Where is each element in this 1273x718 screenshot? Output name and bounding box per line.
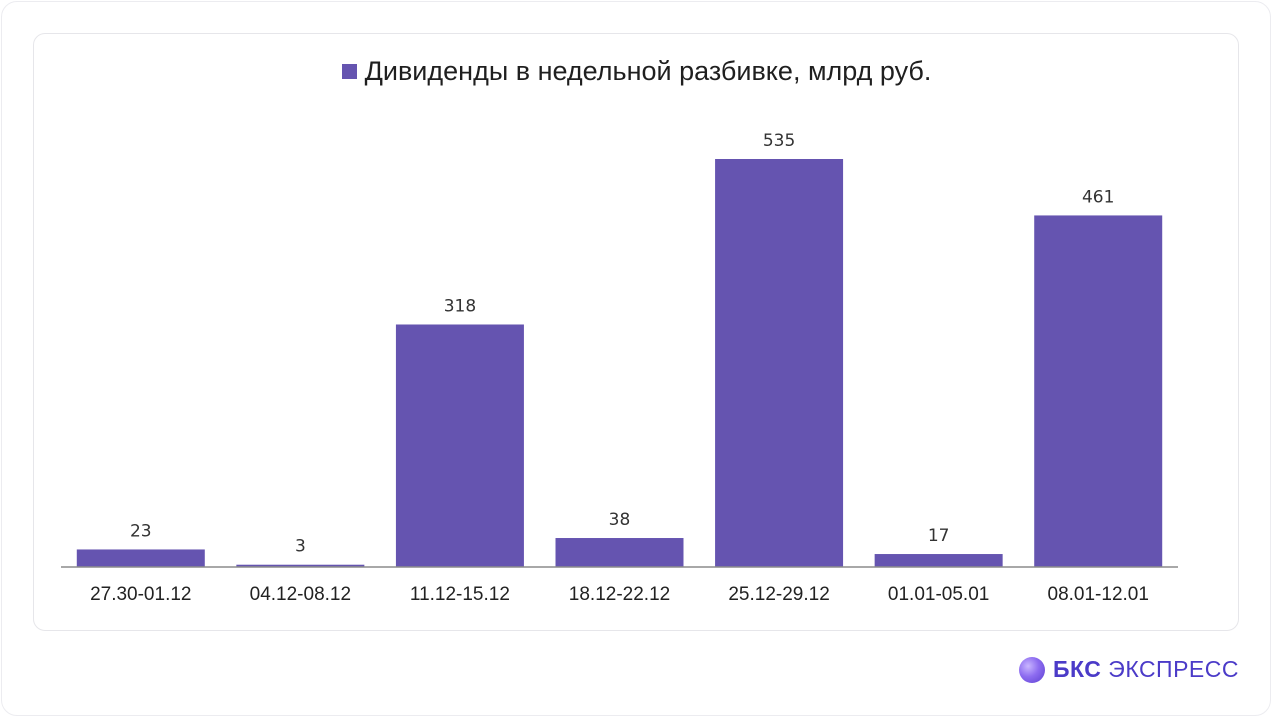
x-tick-label: 27.30-01.12 — [90, 584, 191, 605]
x-tick-label: 25.12-29.12 — [728, 584, 829, 605]
x-tick-label: 01.01-05.01 — [888, 584, 989, 605]
bar-01.01-05.01 — [874, 554, 1003, 567]
data-label: 318 — [444, 296, 476, 316]
bar-18.12-22.12 — [555, 538, 684, 567]
bar-08.01-12.01 — [1034, 215, 1163, 567]
logo-text-light: ЭКСПРЕСС — [1108, 656, 1239, 682]
bar-11.12-15.12 — [395, 324, 524, 567]
bks-express-logo: БКС ЭКСПРЕСС — [1019, 656, 1239, 683]
x-tick-label: 11.12-15.12 — [410, 584, 510, 605]
data-labels-group: 23 3 318 38 535 17 461 — [130, 131, 1114, 557]
data-label: 23 — [130, 521, 152, 541]
x-tick-labels-group: 27.30-01.12 04.12-08.12 11.12-15.12 18.12-2… — [90, 584, 1149, 605]
x-tick-label: 18.12-22.12 — [569, 584, 670, 605]
data-label: 3 — [295, 537, 306, 557]
data-label: 535 — [763, 131, 795, 151]
legend-swatch — [341, 64, 357, 79]
data-label: 17 — [928, 526, 950, 546]
bars-group — [76, 159, 1163, 567]
bar-27.30-01.12 — [76, 549, 205, 567]
bar-25.12-29.12 — [715, 159, 844, 567]
x-tick-label: 08.01-12.01 — [1048, 584, 1149, 605]
logo-text-bold: БКС — [1053, 656, 1102, 682]
data-label: 38 — [609, 510, 631, 530]
data-label: 461 — [1082, 187, 1114, 207]
x-tick-label: 04.12-08.12 — [250, 584, 351, 605]
logo-icon — [1019, 656, 1045, 683]
legend-label: Дивиденды в недельной разбивке, млрд руб… — [364, 56, 932, 86]
chart-legend: Дивиденды в недельной разбивке, млрд руб… — [0, 56, 1273, 87]
bar-04.12-08.12 — [236, 564, 365, 567]
